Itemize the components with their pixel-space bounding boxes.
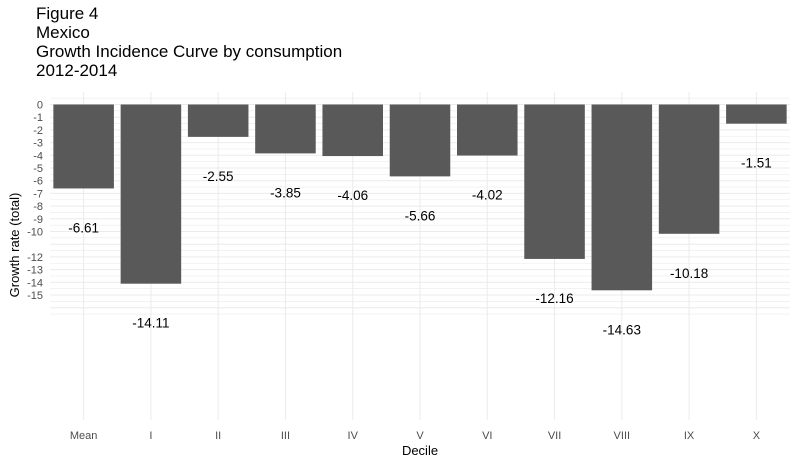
y-tick-label: -4 bbox=[33, 150, 43, 162]
data-label-v: -5.66 bbox=[405, 208, 436, 223]
y-axis-title: Growth rate (total) bbox=[7, 193, 22, 298]
x-tick-label: IV bbox=[348, 430, 359, 442]
y-tick-label: -9 bbox=[33, 214, 43, 226]
x-tick-label: III bbox=[281, 430, 290, 442]
y-tick-label: -1 bbox=[33, 112, 43, 124]
x-tick-label: II bbox=[215, 430, 221, 442]
data-label-iv: -4.06 bbox=[337, 188, 368, 203]
bar-i bbox=[120, 104, 182, 284]
bar-mean bbox=[53, 104, 114, 189]
y-tick-label: -12 bbox=[27, 252, 43, 264]
x-tick-label: X bbox=[753, 430, 761, 442]
y-tick-label: -3 bbox=[33, 138, 43, 150]
title-line-description: Growth Incidence Curve by consumption bbox=[36, 42, 343, 61]
bar-iii bbox=[255, 104, 316, 154]
y-tick-label: 0 bbox=[37, 100, 43, 112]
x-tick-label: VI bbox=[482, 430, 492, 442]
bar-x bbox=[726, 104, 787, 124]
data-label-vii: -12.16 bbox=[535, 291, 573, 306]
y-tick-label: -10 bbox=[27, 227, 43, 239]
bar-vii bbox=[524, 104, 585, 259]
title-line-country: Mexico bbox=[36, 23, 90, 42]
y-tick-label: -8 bbox=[33, 201, 43, 213]
data-label-vi: -4.02 bbox=[472, 188, 503, 203]
data-label-mean: -6.61 bbox=[68, 220, 99, 235]
title-line-period: 2012-2014 bbox=[36, 61, 118, 80]
bar-iv bbox=[322, 104, 383, 157]
bar-viii bbox=[591, 104, 653, 291]
y-tick-label: -2 bbox=[33, 125, 43, 137]
data-label-i: -14.11 bbox=[132, 316, 169, 331]
y-tick-label: -7 bbox=[33, 188, 43, 200]
bar-ix bbox=[658, 104, 720, 234]
data-labels: -6.61 -14.11 -2.55 -3.85 -4.06 -5.66 -4.02 -12.… bbox=[68, 156, 772, 338]
bar-v bbox=[389, 104, 451, 177]
x-tick-label: V bbox=[416, 430, 424, 442]
y-tick-label: -15 bbox=[27, 290, 43, 302]
data-label-viii: -14.63 bbox=[603, 322, 641, 337]
x-axis-title: Decile bbox=[402, 443, 438, 458]
bar-ii bbox=[187, 104, 249, 137]
data-label-ix: -10.18 bbox=[670, 266, 708, 281]
chart-title: Figure 4 Mexico Growth Incidence Curve b… bbox=[36, 4, 342, 80]
y-tick-label: -14 bbox=[27, 277, 43, 289]
data-label-iii: -3.85 bbox=[270, 185, 301, 200]
data-label-x: -1.51 bbox=[741, 156, 772, 171]
bar-vi bbox=[457, 104, 518, 156]
y-axis-ticks: 0-1-2-3-4-5-6-7-8-9-10 -12-13-14-15 bbox=[27, 100, 43, 303]
x-axis-ticks: Mean I II III IV V VI VII VIII IX X bbox=[70, 430, 761, 442]
y-tick-label: -5 bbox=[33, 163, 43, 175]
data-label-ii: -2.55 bbox=[203, 169, 234, 184]
bars bbox=[53, 104, 787, 291]
x-tick-label: VII bbox=[548, 430, 561, 442]
x-tick-label: Mean bbox=[70, 430, 98, 442]
x-tick-label: VIII bbox=[614, 430, 631, 442]
x-tick-label: IX bbox=[684, 430, 695, 442]
y-tick-label: -6 bbox=[33, 176, 43, 188]
title-line-figure: Figure 4 bbox=[36, 4, 99, 23]
y-tick-label: -13 bbox=[27, 265, 43, 277]
x-tick-label: I bbox=[149, 430, 152, 442]
